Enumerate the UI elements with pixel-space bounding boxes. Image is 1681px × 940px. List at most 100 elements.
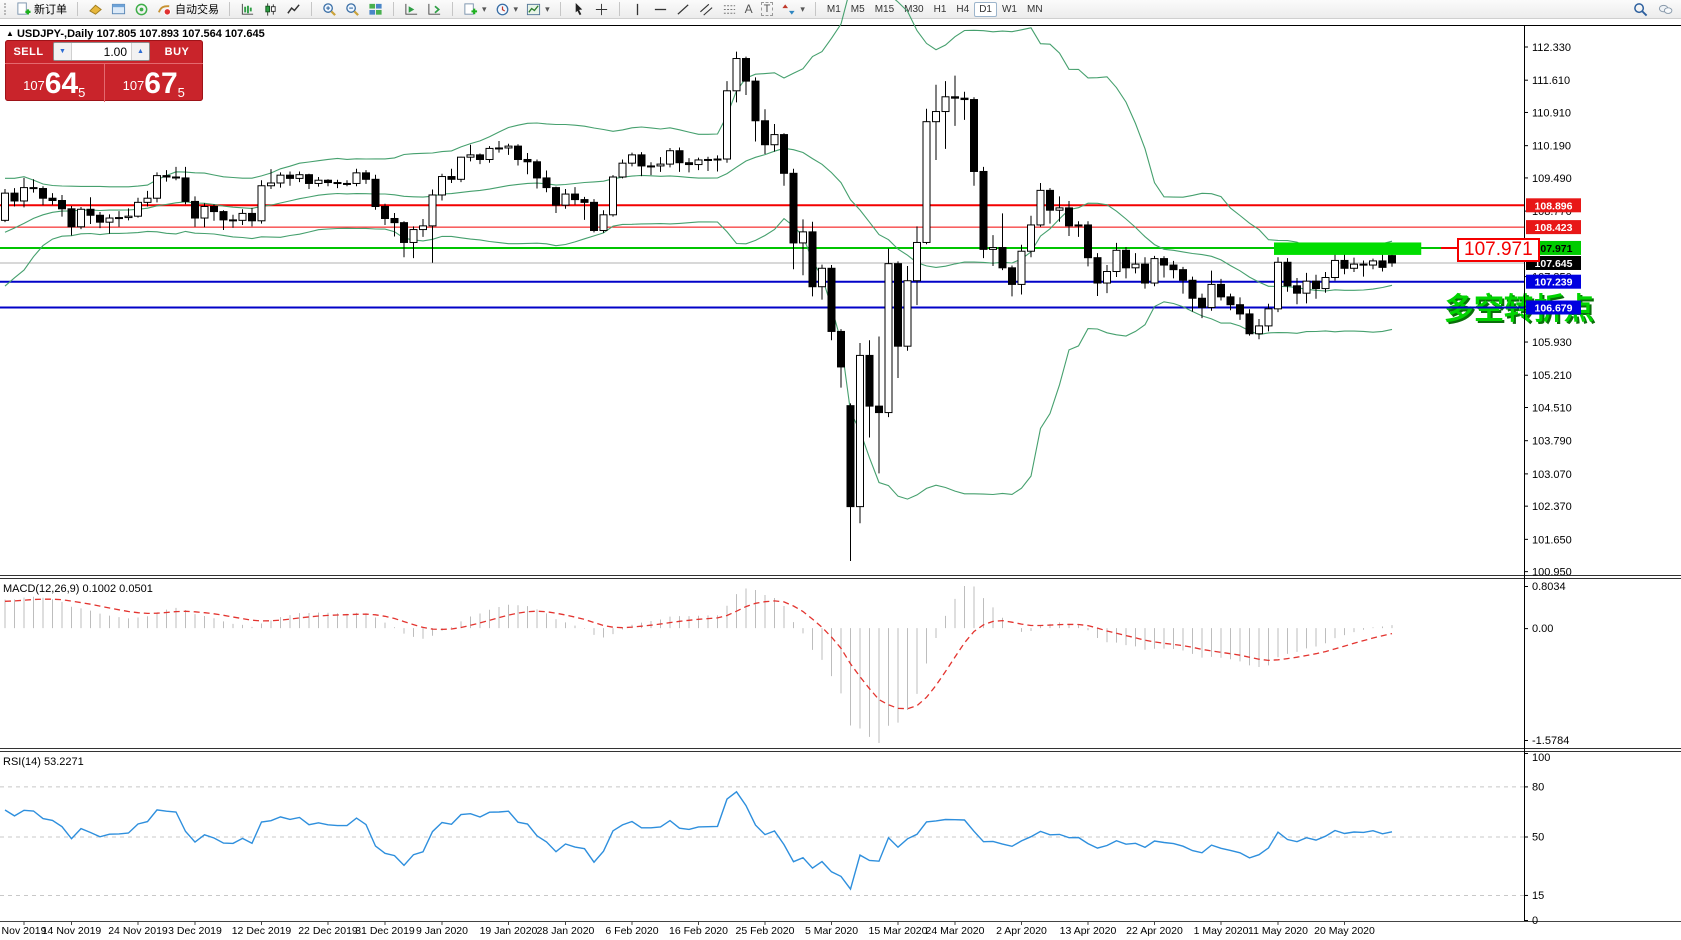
svg-text:100.950: 100.950: [1532, 567, 1572, 579]
auto-trading-button[interactable]: 自动交易: [153, 0, 223, 19]
price-axis[interactable]: 112.330111.610110.910110.190109.490108.7…: [1524, 42, 1581, 579]
svg-text:11 May 2020: 11 May 2020: [1248, 925, 1308, 937]
svg-text:22 Apr 2020: 22 Apr 2020: [1126, 925, 1183, 937]
zoom-out-button[interactable]: [341, 0, 364, 19]
indicators-icon: [464, 2, 478, 15]
toolbar: 新订单 自动交易: [0, 0, 1681, 19]
timeframe-h1-button[interactable]: H1: [929, 2, 952, 17]
vertical-line-tool-button[interactable]: [626, 0, 649, 19]
timeframe-m15-button[interactable]: M15: [870, 2, 899, 17]
strategy-tester-button[interactable]: [130, 0, 153, 19]
sell-price[interactable]: 107 64 5: [23, 67, 86, 100]
volume-decrease-button[interactable]: ▼: [54, 43, 72, 60]
auto-scroll-button[interactable]: [400, 0, 423, 19]
svg-text:6 Feb 2020: 6 Feb 2020: [605, 925, 658, 937]
svg-text:28 Jan 2020: 28 Jan 2020: [537, 925, 595, 937]
timeframe-w1-button[interactable]: W1: [997, 2, 1022, 17]
toolbar-grip[interactable]: [4, 3, 9, 15]
svg-text:15 Mar 2020: 15 Mar 2020: [869, 925, 928, 937]
crosshair-icon: [595, 3, 607, 15]
periods-clock-icon: [496, 3, 508, 15]
timeframe-m5-button[interactable]: M5: [846, 2, 870, 17]
price-callout-leader: [1441, 247, 1457, 249]
ohlc-values: 107.805 107.893 107.564 107.645: [96, 28, 265, 40]
volume-input[interactable]: [72, 43, 131, 60]
market-watch-icon: [89, 4, 102, 15]
svg-text:9 Jan 2020: 9 Jan 2020: [416, 925, 468, 937]
horizontal-line-tool-button[interactable]: [649, 0, 672, 19]
svg-text:111.610: 111.610: [1532, 75, 1570, 87]
equidistant-channel-tool-button[interactable]: [695, 0, 718, 19]
new-order-button[interactable]: 新订单: [12, 0, 71, 19]
data-window-button[interactable]: [107, 0, 130, 19]
sell-button[interactable]: SELL: [5, 40, 52, 63]
svg-text:Nov 2019: Nov 2019: [2, 925, 47, 937]
indicators-button[interactable]: ▾: [459, 0, 491, 19]
text-label-tool-button[interactable]: T: [757, 0, 778, 18]
svg-text:107.645: 107.645: [1535, 258, 1573, 270]
panel-separators: [0, 25, 1681, 922]
chart-shift-button[interactable]: [423, 0, 446, 19]
svg-text:101.650: 101.650: [1532, 534, 1572, 546]
symbol-period-label: USDJPY-,Daily: [16, 28, 94, 40]
bar-chart-mode-button[interactable]: [236, 0, 259, 19]
periods-button[interactable]: ▾: [491, 0, 523, 19]
cursor-icon: [575, 2, 582, 15]
svg-text:109.490: 109.490: [1532, 173, 1572, 185]
support-zone-rectangle[interactable]: [1274, 242, 1422, 255]
search-icon[interactable]: [1633, 2, 1648, 17]
templates-button[interactable]: ▾: [522, 0, 554, 19]
crosshair-tool-button[interactable]: [590, 0, 613, 19]
line-chart-icon: [287, 3, 300, 14]
rsi-axis[interactable]: 100 80 50 15 0: [1524, 752, 1550, 927]
buy-button[interactable]: BUY: [151, 40, 203, 63]
chat-icon[interactable]: [1658, 2, 1673, 17]
timeframe-m30-button[interactable]: M30: [899, 2, 928, 17]
market-watch-button[interactable]: [84, 0, 107, 19]
svg-text:110.910: 110.910: [1532, 107, 1571, 119]
macd-label: MACD(12,26,9) 0.1002 0.0501: [3, 583, 153, 595]
svg-text:103.070: 103.070: [1532, 469, 1572, 481]
svg-text:105.930: 105.930: [1532, 337, 1572, 349]
buy-price[interactable]: 107 67 5: [122, 67, 185, 100]
svg-text:104.510: 104.510: [1532, 403, 1572, 415]
cursor-tool-button[interactable]: [567, 0, 590, 19]
tile-windows-button[interactable]: [364, 0, 387, 19]
auto-trading-label: 自动交易: [175, 4, 219, 16]
price-callout-label[interactable]: 107.971: [1457, 238, 1540, 262]
svg-text:20 May 2020: 20 May 2020: [1314, 925, 1375, 937]
dropdown-icon: ▾: [513, 3, 519, 14]
horizontal-line-icon: [654, 8, 666, 10]
timeframe-h4-button[interactable]: H4: [951, 2, 974, 17]
svg-text:0.8034: 0.8034: [1532, 581, 1566, 593]
zoom-in-button[interactable]: [318, 0, 341, 19]
chart-title: ▲ USDJPY-,Daily 107.805 107.893 107.564 …: [6, 28, 265, 40]
svg-text:108.896: 108.896: [1535, 200, 1573, 212]
svg-text:2 Apr 2020: 2 Apr 2020: [996, 925, 1047, 937]
timeframe-mn-button[interactable]: MN: [1022, 2, 1048, 17]
arrows-icon: [782, 3, 795, 15]
trendline-tool-button[interactable]: [672, 0, 695, 19]
fibonacci-tool-button[interactable]: [718, 0, 741, 19]
svg-text:0.00: 0.00: [1532, 623, 1553, 635]
dropdown-icon: ▾: [800, 3, 805, 14]
rsi-label: RSI(14) 53.2271: [3, 756, 84, 768]
line-chart-mode-button[interactable]: [282, 0, 305, 19]
macd-axis[interactable]: 0.8034 0.00 -1.5784: [1524, 581, 1569, 747]
svg-text:-1.5784: -1.5784: [1532, 735, 1569, 747]
zoom-in-icon: [323, 2, 336, 16]
arrows-tool-button[interactable]: ▾: [777, 0, 809, 19]
svg-text:19 Jan 2020: 19 Jan 2020: [480, 925, 538, 937]
svg-text:12 Dec 2019: 12 Dec 2019: [232, 925, 292, 937]
timeframe-m1-button[interactable]: M1: [822, 2, 846, 17]
candlestick-mode-button[interactable]: [259, 0, 282, 19]
volume-increase-button[interactable]: ▲: [131, 43, 149, 60]
text-tool-button[interactable]: A: [741, 0, 757, 18]
collapse-icon[interactable]: ▲: [6, 29, 14, 38]
timeframe-d1-button[interactable]: D1: [974, 1, 997, 17]
svg-text:106.679: 106.679: [1535, 303, 1573, 315]
